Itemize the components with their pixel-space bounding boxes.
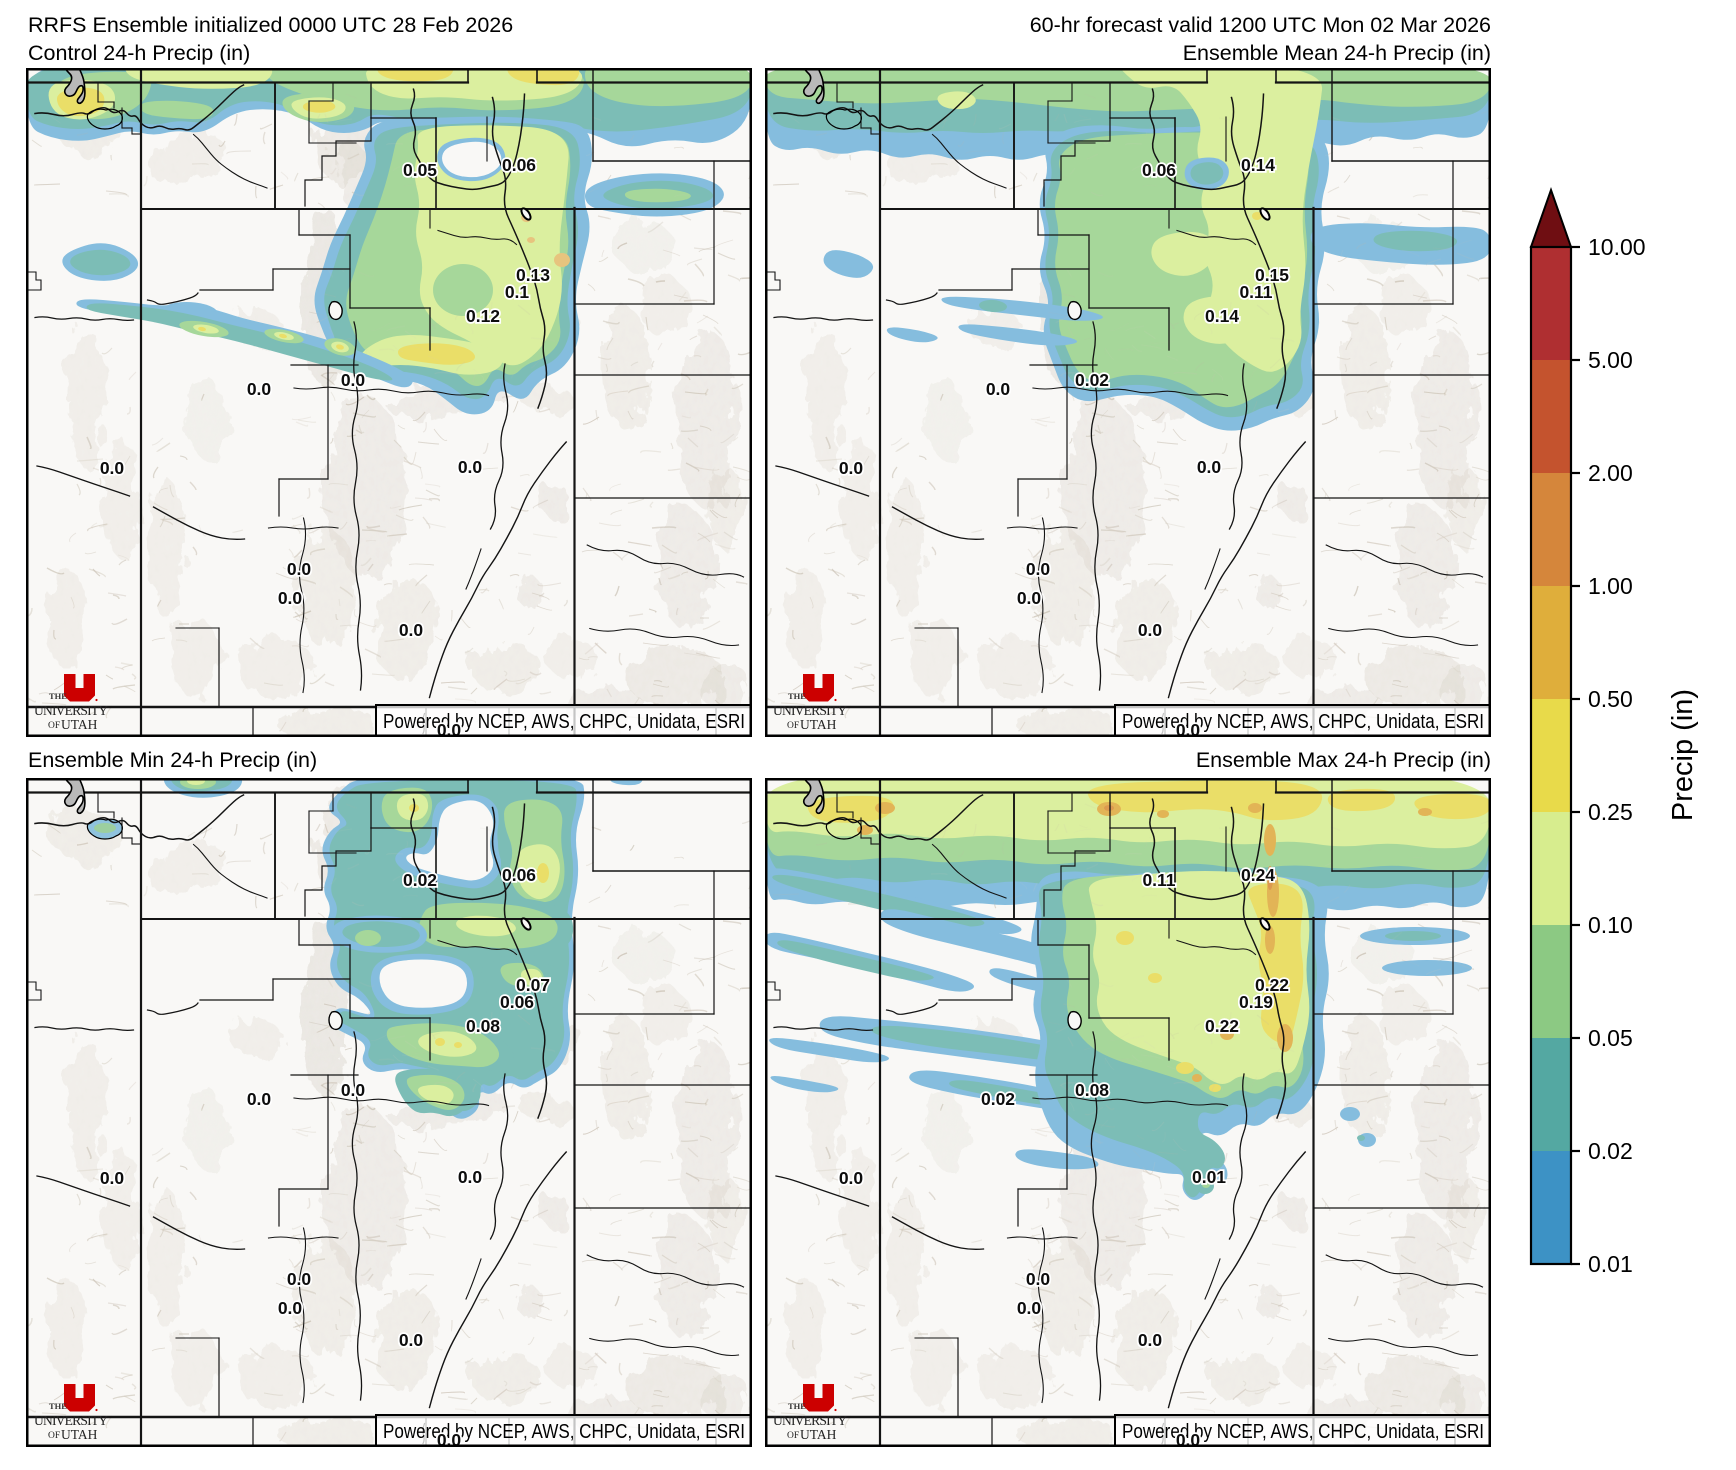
svg-text:0.05: 0.05 (1588, 1025, 1633, 1051)
svg-text:0.07: 0.07 (516, 975, 550, 995)
svg-text:0.08: 0.08 (466, 1016, 500, 1036)
svg-text:10.00: 10.00 (1588, 234, 1646, 260)
svg-text:0.0: 0.0 (437, 720, 462, 737)
svg-text:0.0: 0.0 (1026, 559, 1051, 579)
svg-text:0.01: 0.01 (1192, 1167, 1226, 1187)
svg-text:0.0: 0.0 (341, 370, 366, 390)
svg-text:0.0: 0.0 (1197, 457, 1222, 477)
svg-text:Precip (in): Precip (in) (1667, 689, 1699, 821)
svg-text:0.08: 0.08 (1075, 1080, 1109, 1100)
svg-text:0.0: 0.0 (986, 379, 1011, 399)
svg-text:0.0: 0.0 (247, 1089, 272, 1109)
svg-text:0.0: 0.0 (278, 588, 303, 608)
svg-text:0.11: 0.11 (1239, 282, 1272, 302)
svg-text:0.0: 0.0 (287, 559, 312, 579)
svg-text:0.02: 0.02 (403, 870, 437, 890)
svg-text:0.06: 0.06 (500, 992, 534, 1012)
svg-text:0.06: 0.06 (502, 155, 536, 175)
svg-text:0.14: 0.14 (1205, 306, 1239, 326)
svg-text:5.00: 5.00 (1588, 347, 1633, 373)
svg-text:0.05: 0.05 (403, 160, 437, 180)
svg-text:0.0: 0.0 (1176, 1430, 1201, 1447)
svg-text:0.0: 0.0 (247, 379, 272, 399)
svg-text:0.0: 0.0 (839, 458, 864, 478)
svg-text:0.0: 0.0 (399, 620, 424, 640)
svg-text:0.11: 0.11 (1142, 870, 1175, 890)
svg-text:0.02: 0.02 (1075, 370, 1109, 390)
svg-text:0.22: 0.22 (1205, 1016, 1239, 1036)
svg-text:0.0: 0.0 (278, 1298, 303, 1318)
svg-text:0.50: 0.50 (1588, 686, 1633, 712)
svg-text:0.13: 0.13 (516, 265, 550, 285)
svg-text:0.25: 0.25 (1588, 799, 1633, 825)
svg-text:0.01: 0.01 (1588, 1251, 1633, 1277)
svg-text:2.00: 2.00 (1588, 460, 1633, 486)
svg-text:1.00: 1.00 (1588, 573, 1633, 599)
svg-text:0.0: 0.0 (437, 1430, 462, 1447)
svg-text:0.14: 0.14 (1241, 155, 1275, 175)
svg-text:0.0: 0.0 (458, 1167, 483, 1187)
svg-text:0.0: 0.0 (1026, 1269, 1051, 1289)
svg-text:0.0: 0.0 (458, 457, 483, 477)
svg-text:0.0: 0.0 (1138, 620, 1163, 640)
svg-text:0.0: 0.0 (100, 1168, 125, 1188)
svg-text:0.0: 0.0 (100, 458, 125, 478)
svg-text:0.0: 0.0 (287, 1269, 312, 1289)
svg-text:0.0: 0.0 (399, 1330, 424, 1350)
svg-text:0.19: 0.19 (1239, 992, 1273, 1012)
svg-text:0.22: 0.22 (1255, 975, 1289, 995)
svg-text:0.10: 0.10 (1588, 912, 1633, 938)
svg-text:0.1: 0.1 (505, 282, 530, 302)
svg-text:0.0: 0.0 (341, 1080, 366, 1100)
svg-text:0.0: 0.0 (1138, 1330, 1163, 1350)
svg-text:0.0: 0.0 (1017, 588, 1042, 608)
svg-text:0.0: 0.0 (1017, 1298, 1042, 1318)
svg-text:0.06: 0.06 (502, 865, 536, 885)
svg-text:0.24: 0.24 (1241, 865, 1275, 885)
svg-text:0.15: 0.15 (1255, 265, 1289, 285)
svg-text:0.06: 0.06 (1142, 160, 1176, 180)
svg-text:0.02: 0.02 (981, 1089, 1015, 1109)
svg-text:0.0: 0.0 (1176, 720, 1201, 737)
svg-text:0.0: 0.0 (839, 1168, 864, 1188)
svg-text:0.02: 0.02 (1588, 1138, 1633, 1164)
svg-text:0.12: 0.12 (466, 306, 500, 326)
